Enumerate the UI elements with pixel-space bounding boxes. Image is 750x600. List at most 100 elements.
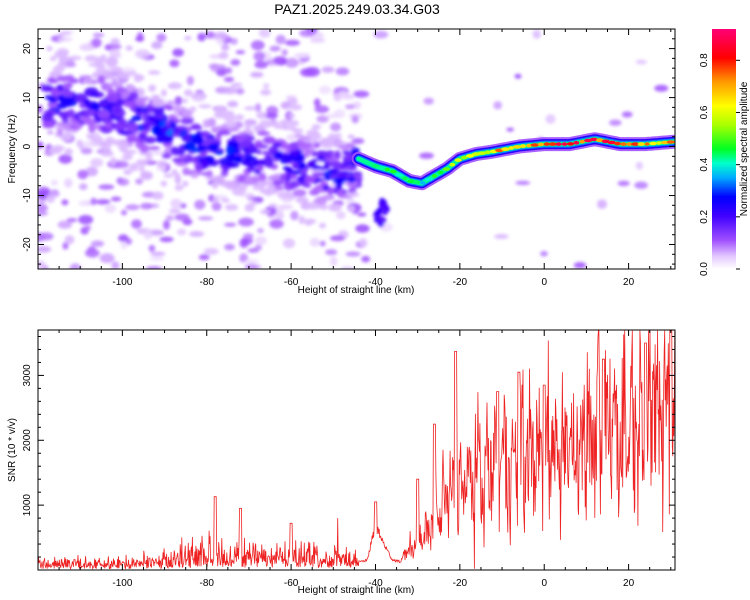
spectrogram-ridge-cell (214, 125, 227, 130)
spectrogram-noise-cell (353, 90, 370, 98)
spectrogram-noise-cell (131, 219, 142, 229)
spectrogram-noise-cell (330, 122, 342, 132)
spectrogram-ridge-cell (151, 94, 161, 100)
spectrogram-ridge-cell (42, 122, 55, 129)
spectrogram-noise-cell (252, 196, 264, 203)
spectrogram-ridge-cell (256, 111, 267, 119)
x-tick-label: -40 (368, 277, 383, 288)
spectrogram-ridge-cell (345, 165, 357, 171)
spectrogram-noise-cell (78, 214, 94, 225)
spectrogram-ridge-cell (94, 136, 104, 142)
colorbar-tick-label: 0.0 (699, 262, 710, 276)
spectrogram-noise-cell (290, 210, 299, 221)
spectrogram-ridge-cell (100, 150, 114, 157)
spectrogram-ridge-cell (230, 82, 243, 88)
spectrogram-ridge-peak (384, 167, 390, 172)
spectrogram-ridge-cell (52, 65, 65, 73)
spectrogram-ridge-cell (96, 141, 106, 147)
spectrogram-ridge-cell (122, 149, 137, 155)
spectrogram-noise-cell (280, 101, 291, 110)
spectrogram-noise-cell (186, 75, 194, 86)
colorbar-tick-label: 0.8 (699, 53, 710, 67)
spectrogram-ridge-cell (298, 141, 313, 149)
spectrogram-ridge-cell (255, 142, 263, 149)
spectrogram-ridge-cell (295, 196, 309, 204)
spectrogram-ridge-cell (217, 131, 232, 136)
spectrogram-ridge-cell (111, 78, 118, 88)
spectrogram-noise-cell (90, 197, 97, 206)
spectrogram-ridge-cell (162, 104, 172, 110)
spectrogram-ridge-cell (267, 175, 282, 181)
spectrogram-noise-cell (38, 204, 48, 212)
spectrogram-ridge-cell (309, 132, 322, 141)
spectrogram-noise-cell (104, 204, 117, 213)
spectrogram-ridge-cell (295, 153, 305, 162)
spectrogram-ridge-cell (189, 125, 203, 130)
spectrogram-heatmap (38, 29, 675, 269)
spectrogram-ridge-cell (56, 84, 65, 92)
spectrogram-noise-cell (92, 32, 105, 38)
spectrogram-noise-cell (225, 67, 233, 74)
spectrogram-noise-cell (263, 83, 270, 89)
x-tick-label: 20 (623, 277, 635, 288)
spectrogram-ridge-cell (351, 138, 365, 145)
spectrogram-ridge-peak (626, 142, 633, 146)
spectrogram-noise-cell (254, 244, 262, 251)
spectrogram-noise-cell (358, 237, 368, 248)
spectrogram-ridge-cell (256, 180, 266, 189)
spectrogram-noise-cell (336, 211, 346, 220)
spectrogram-ridge-cell (58, 54, 69, 63)
spectrogram-noise-cell (333, 93, 342, 102)
spectrogram-ridge-cell (335, 170, 348, 180)
spectrogram-noise-cell (140, 202, 153, 210)
spectrogram-noise-cell (90, 158, 104, 168)
spectrogram-ridge-cell (342, 150, 352, 156)
spectrogram-noise-cell (314, 105, 330, 114)
snr-ticks: -100 -80 -60 -40 -20 0 20 1000 2000 3000 (22, 330, 675, 589)
spectrogram-noise-cell (135, 49, 150, 59)
spectrogram-ridge-cell (322, 184, 330, 191)
spectrogram-noise-cell (82, 141, 97, 148)
spectrogram-ridge-peak (389, 169, 397, 174)
snr-x-axis-label: Height of straight line (km) (298, 585, 415, 596)
spectrogram-ridge-peak (607, 140, 616, 145)
spectrogram-noise-cell (319, 240, 326, 247)
spectrogram-ridge-cell (125, 84, 135, 91)
spectrogram-ridge-peak (614, 141, 622, 146)
spectrogram-patch-cell (379, 202, 386, 209)
spectrogram-noise-cell (77, 169, 89, 180)
x-tick-label: -60 (284, 277, 299, 288)
spectrogram-ridge-cell (85, 77, 94, 85)
spectrogram-noise-cell (273, 56, 288, 66)
x-tick-label: -60 (284, 578, 299, 589)
spectrogram-ridge-cell (99, 57, 106, 64)
spectrogram-ridge-cell (307, 160, 317, 169)
spectrogram-ridge-cell (264, 161, 274, 168)
spectrogram-frame (37, 28, 676, 270)
spectrogram-ridge-cell (123, 168, 132, 176)
y-tick-label: -10 (22, 188, 33, 203)
spectrogram-ridge-cell (135, 159, 148, 167)
spectrogram-ridge-cell (165, 100, 176, 105)
spectrogram-ridge-cell (84, 55, 98, 62)
spectrogram-ridge-peak (437, 170, 444, 175)
spectrogram-ridge-cell (290, 180, 301, 188)
x-tick-label: -100 (112, 578, 132, 589)
spectrogram-ridge-cell (318, 166, 330, 171)
spectrogram-noise-cell (163, 220, 170, 230)
spectrogram-noise-cell (140, 171, 153, 181)
spectrogram-ridge-cell (273, 124, 287, 129)
x-tick-label: -20 (453, 578, 468, 589)
colorbar-label: Normalized spectral amplitude (739, 81, 750, 216)
spectrogram-noise-cell (540, 251, 548, 257)
spectrogram-noise-cell (635, 59, 647, 65)
spectrogram-ridge-cell (78, 145, 85, 150)
spectrogram-ridge-cell (244, 203, 255, 212)
spectrogram-noise-cell (355, 224, 370, 233)
spectrogram-ridge-cell (171, 169, 178, 175)
spectrogram-ridge-cell (266, 120, 279, 127)
spectrogram-ridge-cell (335, 183, 343, 190)
spectrogram-ridge-cell (255, 149, 262, 155)
spectrogram-noise-cell (202, 119, 210, 129)
spectrogram-cells (38, 29, 669, 269)
